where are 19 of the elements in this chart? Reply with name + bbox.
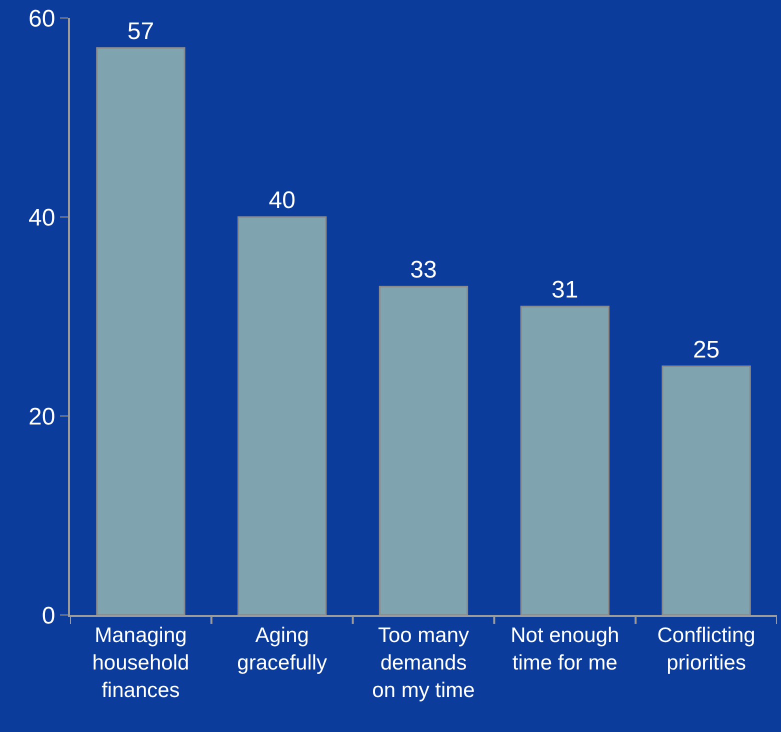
x-tick-label: Too many demands on my time <box>372 624 475 702</box>
bar <box>662 366 751 615</box>
data-label: 33 <box>410 256 437 284</box>
y-tick-label: 60 <box>28 5 56 32</box>
x-tick-label: Aging gracefully <box>237 624 328 674</box>
bar <box>378 286 468 615</box>
bar <box>96 47 186 615</box>
y-tick-label: 20 <box>28 403 56 430</box>
bar <box>238 216 327 615</box>
y-tick-label: 40 <box>28 204 56 232</box>
x-tick-label: Managing household finances <box>92 624 190 702</box>
data-label: 40 <box>268 187 296 214</box>
data-label: 57 <box>127 18 154 45</box>
x-tick-label: Not enough time for me <box>510 624 620 674</box>
y-tick-label: 0 <box>42 602 56 630</box>
data-label: 25 <box>692 336 720 364</box>
bar <box>520 306 610 615</box>
data-label: 31 <box>552 276 578 304</box>
x-tick-label: Conflicting priorities <box>657 624 756 674</box>
